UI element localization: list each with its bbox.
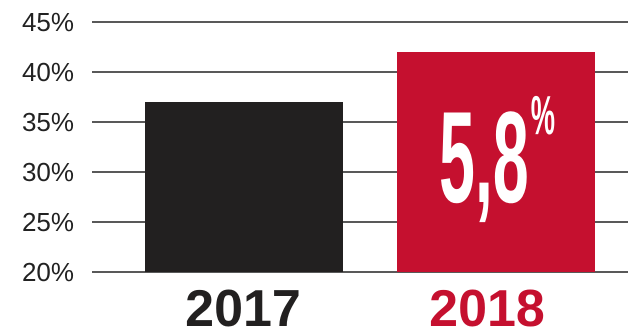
y-tick-label: 30% — [22, 157, 74, 187]
bars — [145, 52, 595, 272]
y-tick-label: 40% — [22, 57, 74, 87]
bar-annotation: 5,8% — [439, 84, 555, 230]
annotation-value: 5,8 — [439, 84, 529, 230]
y-tick-label: 35% — [22, 107, 74, 137]
y-axis-ticks: 20% 25% 30% 35% 40% 45% — [22, 7, 74, 287]
y-tick-label: 25% — [22, 207, 74, 237]
y-tick-label: 20% — [22, 257, 74, 287]
x-tick-label: 2018 — [429, 280, 545, 333]
bar-2017 — [145, 102, 343, 272]
x-tick-label: 2017 — [185, 280, 301, 333]
x-axis-labels: 2017 2018 — [185, 280, 545, 333]
bar-2018 — [397, 52, 595, 272]
y-tick-label: 45% — [22, 7, 74, 37]
annotation-unit: % — [531, 86, 555, 147]
